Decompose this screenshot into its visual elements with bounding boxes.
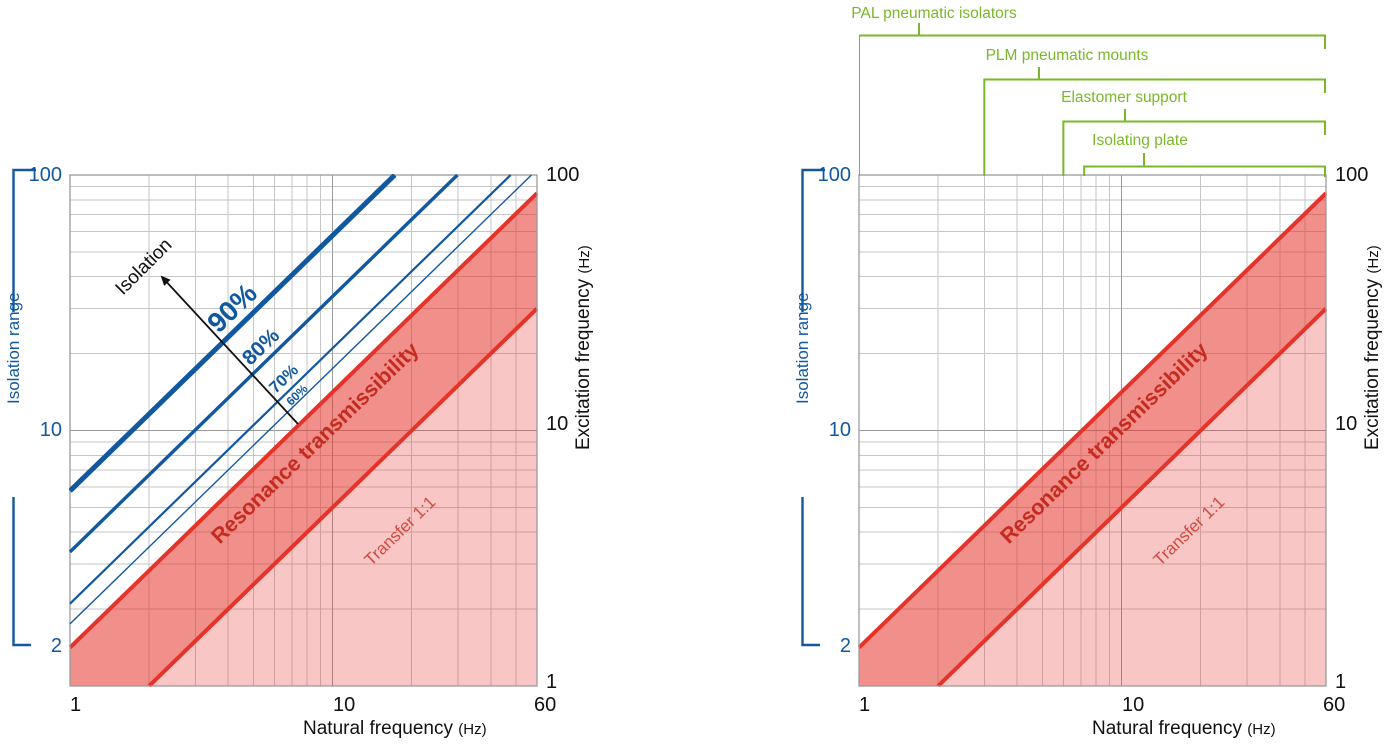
product-range-label-isolating-plate: Isolating plate bbox=[1092, 132, 1188, 149]
y-right-tick-100: 100 bbox=[1335, 164, 1369, 186]
product-range-label-elastomer-support: Elastomer support bbox=[1061, 89, 1187, 106]
product-range-label-pal-pneumatic-isolators: PAL pneumatic isolators bbox=[851, 5, 1017, 22]
y-left-tick-10: 10 bbox=[39, 419, 62, 441]
product-range-bracket-2 bbox=[983, 67, 1326, 176]
isolation-transmissibility-chart: 90% 80% 70% 60% Isolation Resonance transmiss… bbox=[0, 0, 625, 747]
y-left-tick-100: 100 bbox=[817, 164, 851, 186]
resonance-band-upper-line bbox=[69, 191, 538, 649]
resonance-band-lower-line bbox=[147, 307, 538, 687]
y-right-tick-1: 1 bbox=[546, 671, 558, 693]
y-left-tick-2: 2 bbox=[50, 635, 62, 657]
isolation-line-label: 80% bbox=[238, 324, 284, 370]
plot-border bbox=[858, 174, 1327, 687]
product-range-label-plm-pneumatic-mounts: PLM pneumatic mounts bbox=[985, 47, 1149, 64]
isolation-arrow-label: Isolation bbox=[112, 235, 177, 300]
y-left-tick-100: 100 bbox=[28, 164, 62, 186]
product-range-brackets bbox=[859, 23, 1326, 177]
y-right-tick-100: 100 bbox=[546, 164, 580, 186]
product-range-bracket-4 bbox=[1083, 153, 1326, 177]
resonance-band bbox=[859, 193, 1326, 686]
y-left-tick-10: 10 bbox=[828, 419, 851, 441]
plot-border bbox=[69, 174, 538, 687]
isolation-line-60% bbox=[69, 174, 532, 625]
product-range-chart: Resonance transmissibility Transfer 1:1 P… bbox=[789, 0, 1390, 747]
isolation-range-bracket bbox=[801, 168, 825, 647]
resonance-band-upper-line bbox=[858, 191, 1327, 649]
y-right-tick-10: 10 bbox=[546, 413, 569, 435]
isolation-line-90% bbox=[69, 174, 397, 493]
y-left-tick-2: 2 bbox=[839, 635, 851, 657]
resonance-band bbox=[70, 193, 537, 686]
product-range-bracket-1 bbox=[859, 23, 1326, 176]
isolation-line-70% bbox=[69, 174, 512, 605]
isolation-line-80% bbox=[69, 174, 459, 554]
y-right-tick-10: 10 bbox=[1335, 413, 1358, 435]
y-right-tick-1: 1 bbox=[1335, 671, 1347, 693]
isolation-range-bracket bbox=[12, 168, 36, 647]
resonance-band-lower-line bbox=[936, 307, 1327, 687]
isolation-arrow bbox=[160, 275, 299, 425]
product-range-bracket-3 bbox=[1062, 109, 1326, 176]
